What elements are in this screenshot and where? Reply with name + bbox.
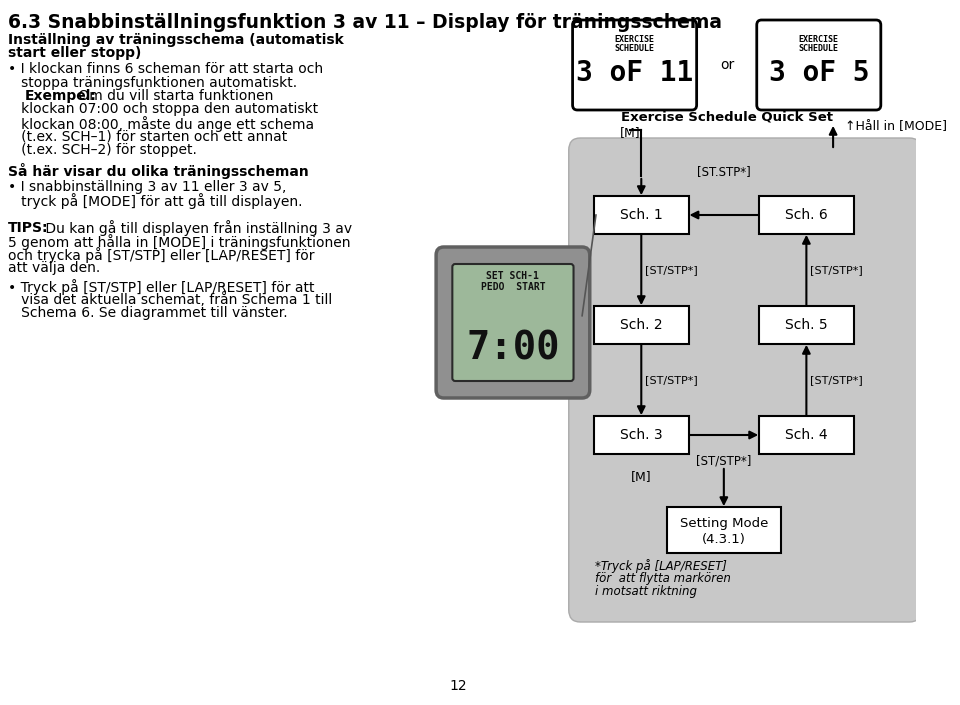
Text: • Tryck på [ST/STP] eller [LAP/RESET] för att: • Tryck på [ST/STP] eller [LAP/RESET] fö… [8,279,314,295]
FancyBboxPatch shape [594,196,688,234]
Text: tryck på [MODE] för att gå till displayen.: tryck på [MODE] för att gå till displaye… [8,193,302,209]
FancyBboxPatch shape [667,507,780,553]
Text: [ST.STP*]: [ST.STP*] [697,165,751,178]
Text: • I snabbinställning 3 av 11 eller 3 av 5,: • I snabbinställning 3 av 11 eller 3 av … [8,180,286,193]
Text: Exercise Schedule Quick Set: Exercise Schedule Quick Set [621,110,832,123]
Text: Inställning av träningsschema (automatisk: Inställning av träningsschema (automatis… [8,33,344,47]
Text: Sch. 5: Sch. 5 [785,318,828,332]
Text: EXERCISE: EXERCISE [614,35,655,44]
Text: SET SCH-1: SET SCH-1 [487,271,540,281]
Text: Schema 6. Se diagrammet till vänster.: Schema 6. Se diagrammet till vänster. [8,306,287,320]
Text: Sch. 2: Sch. 2 [620,318,662,332]
FancyBboxPatch shape [572,20,697,110]
FancyBboxPatch shape [452,264,573,381]
Text: TIPS:: TIPS: [8,221,48,235]
Text: Om du vill starta funktionen: Om du vill starta funktionen [75,89,274,103]
Text: [ST/STP*]: [ST/STP*] [810,375,863,385]
Text: ↑Håll in [MODE]: ↑Håll in [MODE] [845,120,947,133]
Text: or: or [720,58,734,72]
Text: Sch. 3: Sch. 3 [620,428,662,442]
Text: • I klockan finns 6 scheman för att starta och: • I klockan finns 6 scheman för att star… [8,62,323,76]
Text: *Tryck på [LAP/RESET]: *Tryck på [LAP/RESET] [594,559,727,573]
FancyBboxPatch shape [568,138,921,622]
Text: 6.3 Snabbinställningsfunktion 3 av 11 – Display för träningsschema: 6.3 Snabbinställningsfunktion 3 av 11 – … [8,13,722,32]
Text: 7:00: 7:00 [467,330,560,368]
Text: EXERCISE: EXERCISE [799,35,839,44]
Text: att välja den.: att välja den. [8,261,100,275]
Text: [ST/STP*]: [ST/STP*] [645,375,698,385]
Text: SCHEDULE: SCHEDULE [799,44,839,53]
Text: [ST/STP*]: [ST/STP*] [810,265,863,275]
Text: stoppa träningsfunktionen automatiskt.: stoppa träningsfunktionen automatiskt. [8,75,297,90]
Text: för  att flytta markören: för att flytta markören [594,572,731,585]
Text: [M]: [M] [631,470,652,483]
Text: 12: 12 [449,679,467,693]
Text: 3 oF 5: 3 oF 5 [769,59,869,87]
FancyBboxPatch shape [759,306,853,344]
Text: i motsatt riktning: i motsatt riktning [594,585,697,598]
Text: Så här visar du olika träningsscheman: Så här visar du olika träningsscheman [8,163,308,179]
Text: 5 genom att hålla in [MODE] i träningsfunktionen: 5 genom att hålla in [MODE] i träningsfu… [8,234,350,250]
FancyBboxPatch shape [436,247,589,398]
Text: (t.ex. SCH–1) för starten och ett annat: (t.ex. SCH–1) för starten och ett annat [8,130,287,144]
Text: [ST/STP*]: [ST/STP*] [696,454,752,467]
FancyBboxPatch shape [759,416,853,454]
Text: och trycka på [ST/STP] eller [LAP/RESET] för: och trycka på [ST/STP] eller [LAP/RESET]… [8,247,314,264]
Text: Sch. 1: Sch. 1 [620,208,662,222]
Text: (4.3.1): (4.3.1) [702,532,746,546]
Text: SCHEDULE: SCHEDULE [614,44,655,53]
Text: Du kan gå till displayen från inställning 3 av: Du kan gå till displayen från inställnin… [41,221,352,236]
Text: (t.ex. SCH–2) för stoppet.: (t.ex. SCH–2) för stoppet. [8,143,197,157]
Text: visa det aktuella schemat, från Schema 1 till: visa det aktuella schemat, från Schema 1… [8,293,332,307]
FancyBboxPatch shape [594,416,688,454]
Text: [ST/STP*]: [ST/STP*] [645,265,698,275]
Text: PEDO  START: PEDO START [481,282,545,292]
Text: [M]: [M] [619,126,640,139]
FancyBboxPatch shape [756,20,881,110]
FancyBboxPatch shape [759,196,853,234]
FancyBboxPatch shape [594,306,688,344]
Text: klockan 07:00 och stoppa den automatiskt: klockan 07:00 och stoppa den automatiskt [8,102,318,116]
Text: Exempel:: Exempel: [25,89,97,103]
Text: klockan 08:00, måste du ange ett schema: klockan 08:00, måste du ange ett schema [8,116,314,132]
Text: 3 oF 11: 3 oF 11 [576,59,693,87]
Text: Setting Mode: Setting Mode [680,517,768,529]
Text: Sch. 6: Sch. 6 [785,208,828,222]
Text: Sch. 4: Sch. 4 [785,428,828,442]
Text: start eller stopp): start eller stopp) [8,46,141,60]
